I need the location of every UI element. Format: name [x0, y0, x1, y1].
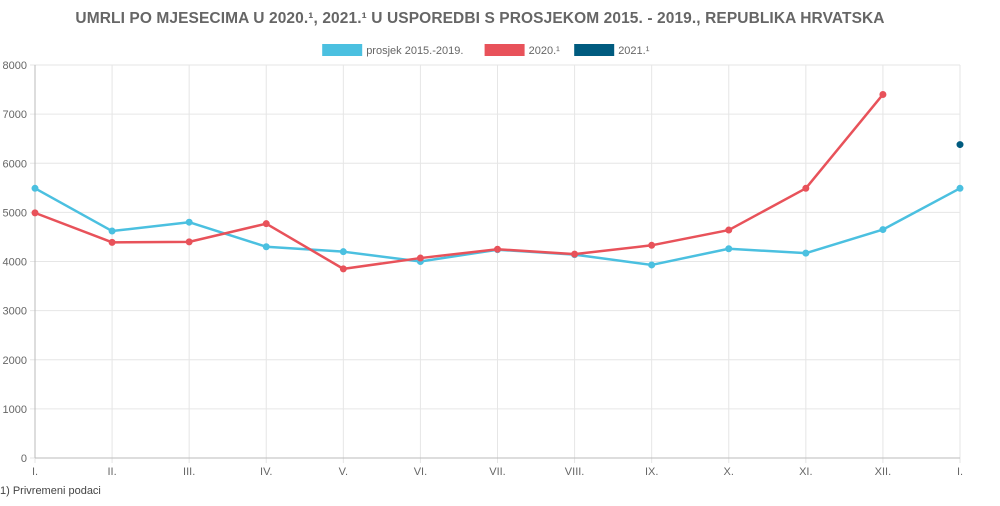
data-point — [108, 238, 116, 246]
data-point — [956, 141, 964, 149]
grid-layer — [30, 64, 961, 463]
x-tick-label: XII. — [875, 466, 892, 478]
x-tick-label: III. — [183, 466, 195, 478]
chart-title: UMRLI PO MJESECIMA U 2020.¹, 2021.¹ U US… — [75, 10, 885, 27]
series-layer — [31, 90, 964, 273]
x-tick-label: IV. — [260, 466, 272, 478]
y-tick-label: 8000 — [3, 60, 27, 72]
x-tick-label: X. — [724, 466, 734, 478]
y-tick-label: 1000 — [3, 404, 27, 416]
series-2 — [956, 141, 964, 149]
legend-swatch — [322, 44, 363, 56]
x-tick-label: II. — [107, 466, 116, 478]
legend-label: 2021.¹ — [618, 45, 650, 57]
series-1 — [31, 90, 887, 273]
legend-item: prosjek 2015.-2019. — [322, 44, 463, 57]
data-point — [31, 209, 39, 217]
y-tick-label: 6000 — [3, 158, 27, 170]
x-tick-label: I. — [32, 466, 38, 478]
x-tick-label: VI. — [414, 466, 427, 478]
data-point — [879, 226, 887, 234]
data-point — [802, 184, 810, 192]
data-point — [648, 261, 656, 269]
data-point — [648, 241, 656, 249]
data-point — [185, 238, 193, 246]
y-tick-label: 7000 — [3, 109, 27, 121]
data-point — [31, 184, 39, 192]
footnote: 1) Privremeni podaci — [0, 485, 101, 497]
legend-swatch — [574, 44, 615, 56]
legend-item: 2020.¹ — [484, 44, 561, 57]
y-tick-label: 4000 — [3, 257, 27, 269]
x-tick-label: VII. — [489, 466, 506, 478]
x-tick-label: I. — [957, 466, 963, 478]
legend-item: 2021.¹ — [574, 44, 650, 57]
y-tick-label: 5000 — [3, 207, 27, 219]
data-point — [494, 245, 501, 253]
data-point — [416, 254, 424, 262]
legend-label: prosjek 2015.-2019. — [366, 45, 463, 57]
data-point — [339, 248, 347, 256]
legend-swatch — [484, 44, 525, 56]
axis-layer: 0 1000 2000 3000 4000 5000 6000 7000 8000 I. II. II… — [3, 60, 964, 478]
data-point — [571, 250, 579, 258]
data-point — [108, 227, 116, 235]
data-point — [185, 218, 193, 226]
y-tick-label: 2000 — [3, 355, 27, 367]
x-tick-label: V. — [339, 466, 348, 478]
data-point — [262, 243, 270, 251]
x-tick-label: IX. — [645, 466, 658, 478]
data-point — [262, 220, 270, 228]
x-tick-label: XI. — [799, 466, 812, 478]
data-point — [956, 184, 964, 192]
y-tick-label: 3000 — [3, 306, 27, 318]
data-point — [339, 265, 347, 273]
x-tick-label: VIII. — [565, 466, 585, 478]
legend: prosjek 2015.-2019. 2020.¹ 2021.¹ — [322, 44, 650, 57]
data-point — [879, 90, 887, 98]
y-tick-label: 0 — [21, 453, 27, 465]
series-line — [34, 93, 884, 271]
data-point — [802, 249, 810, 257]
data-point — [725, 245, 733, 253]
legend-label: 2020.¹ — [529, 45, 561, 57]
data-point — [725, 226, 733, 234]
